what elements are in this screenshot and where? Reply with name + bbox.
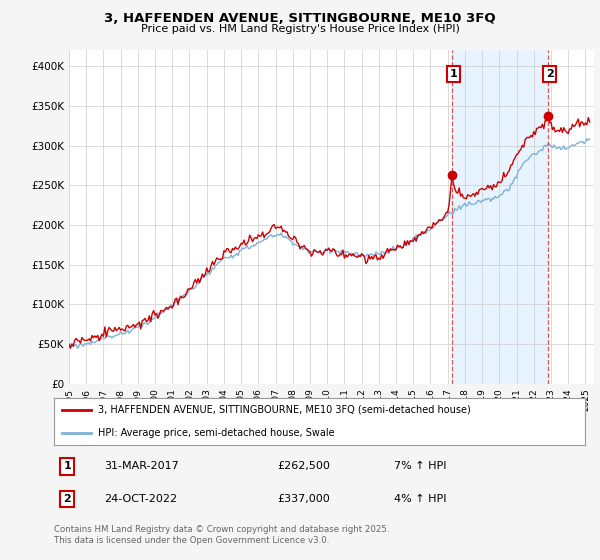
- Text: 2: 2: [64, 494, 71, 503]
- Text: 24-OCT-2022: 24-OCT-2022: [104, 494, 178, 503]
- Text: 3, HAFFENDEN AVENUE, SITTINGBOURNE, ME10 3FQ (semi-detached house): 3, HAFFENDEN AVENUE, SITTINGBOURNE, ME10…: [98, 405, 470, 415]
- Text: 7% ↑ HPI: 7% ↑ HPI: [394, 461, 446, 472]
- Text: Price paid vs. HM Land Registry's House Price Index (HPI): Price paid vs. HM Land Registry's House …: [140, 24, 460, 34]
- Bar: [452, 50, 548, 384]
- Text: 2: 2: [546, 69, 554, 79]
- Text: 31-MAR-2017: 31-MAR-2017: [104, 461, 179, 472]
- Text: 1: 1: [450, 69, 458, 79]
- Text: £337,000: £337,000: [277, 494, 330, 503]
- Text: 3, HAFFENDEN AVENUE, SITTINGBOURNE, ME10 3FQ: 3, HAFFENDEN AVENUE, SITTINGBOURNE, ME10…: [104, 12, 496, 25]
- Text: Contains HM Land Registry data © Crown copyright and database right 2025.
This d: Contains HM Land Registry data © Crown c…: [54, 525, 389, 545]
- Text: 1: 1: [64, 461, 71, 472]
- Text: HPI: Average price, semi-detached house, Swale: HPI: Average price, semi-detached house,…: [98, 428, 334, 438]
- Text: £262,500: £262,500: [277, 461, 330, 472]
- Text: 4% ↑ HPI: 4% ↑ HPI: [394, 494, 446, 503]
